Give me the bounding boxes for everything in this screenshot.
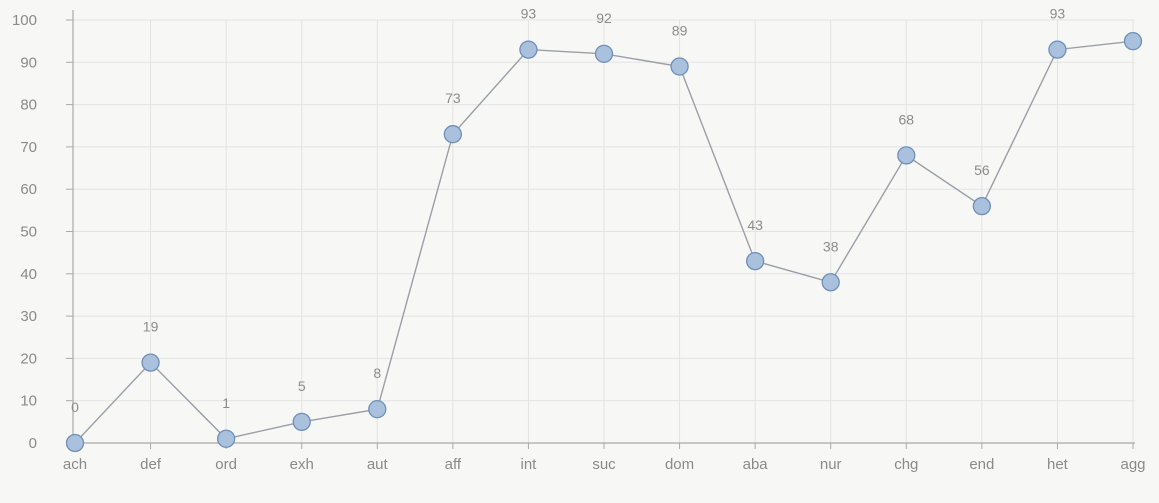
- y-tick-label: 10: [20, 393, 37, 410]
- y-tick-label: 50: [20, 224, 37, 241]
- data-point: [141, 353, 160, 372]
- x-tick-label: aba: [743, 456, 769, 473]
- data-label: 56: [974, 162, 990, 178]
- data-point: [292, 412, 311, 432]
- x-tick-label: nur: [820, 456, 842, 473]
- data-point: [443, 125, 463, 144]
- x-tick-label: aut: [367, 456, 389, 473]
- y-tick-label: 0: [29, 435, 37, 452]
- data-label: 38: [823, 238, 839, 254]
- y-tick-label: 20: [20, 350, 37, 367]
- y-tick-labels: 0 10 20 30 40 50 60 70 80 90 100: [12, 12, 37, 452]
- y-tick-label: 80: [20, 97, 37, 114]
- y-tick-label: 70: [20, 139, 37, 156]
- y-tick-label: 100: [12, 12, 37, 29]
- data-label: 93: [1050, 6, 1066, 22]
- data-point: [519, 40, 538, 59]
- x-tick-labels: ach def ord exh aut aff int suc dom aba nur chg end h…: [63, 456, 1146, 473]
- data-label: 92: [596, 10, 612, 26]
- data-label: 43: [747, 217, 763, 233]
- data-point: [745, 251, 765, 271]
- x-tick-label: ord: [215, 456, 237, 473]
- data-point: [368, 400, 387, 419]
- y-tick-label: 90: [20, 54, 37, 71]
- data-point: [897, 146, 916, 165]
- x-tick-label: int: [521, 456, 538, 473]
- data-point: [65, 433, 85, 453]
- y-tick-label: 30: [20, 308, 37, 325]
- y-tick-label: 60: [20, 181, 37, 198]
- data-label: 93: [521, 6, 537, 22]
- data-point: [1123, 32, 1143, 51]
- data-label: 5: [298, 378, 306, 394]
- data-point: [594, 44, 614, 63]
- x-tick-label: chg: [894, 456, 918, 473]
- x-tick-label: exh: [290, 456, 314, 473]
- x-tick-label: def: [140, 456, 162, 473]
- y-tick-label: 40: [20, 266, 37, 283]
- data-point: [1048, 40, 1067, 59]
- x-tick-label: end: [969, 456, 994, 473]
- data-label: 0: [71, 399, 79, 415]
- data-point: [821, 273, 840, 292]
- x-tick-label: agg: [1120, 456, 1145, 473]
- x-tick-label: aff: [445, 456, 462, 473]
- data-label: 89: [672, 23, 688, 39]
- data-label: 73: [445, 90, 461, 106]
- data-labels: 0 19 1 5 8 73 93 92 89 43 38 68 56 93: [71, 6, 1065, 415]
- x-tick-label: ach: [63, 456, 87, 473]
- data-point: [216, 429, 236, 448]
- data-label: 1: [222, 395, 230, 411]
- data-label: 8: [373, 365, 381, 381]
- x-tick-label: suc: [592, 456, 616, 473]
- data-label: 68: [898, 111, 914, 127]
- series-layer: [65, 32, 1143, 453]
- x-tick-label: het: [1047, 456, 1069, 473]
- grid-layer: [73, 19, 1135, 443]
- x-tick-label: dom: [665, 456, 694, 473]
- data-point: [670, 57, 689, 76]
- data-label: 19: [143, 319, 159, 335]
- data-point: [972, 196, 992, 216]
